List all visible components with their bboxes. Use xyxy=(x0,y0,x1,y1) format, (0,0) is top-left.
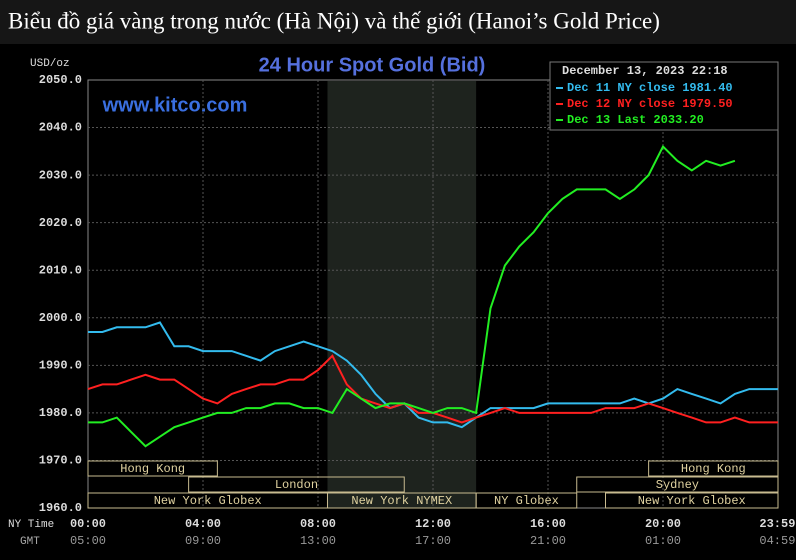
session-label: New York Globex xyxy=(154,494,262,508)
shaded-region xyxy=(327,81,477,508)
session-label: London xyxy=(275,478,318,492)
x-tick-label: 08:00 xyxy=(300,517,336,531)
y-axis-label: USD/oz xyxy=(30,58,70,70)
session-box xyxy=(87,460,218,477)
x-tick-label: 20:00 xyxy=(645,517,681,531)
x-row-label: NY Time xyxy=(8,519,54,531)
x-tick-label: 23:59 xyxy=(759,517,795,531)
x-row-label: GMT xyxy=(20,536,40,548)
gmt-tick-label: 17:00 xyxy=(415,534,451,548)
y-tick-label: 1990.0 xyxy=(39,359,82,373)
legend-label: Dec 12 NY close 1979.50 xyxy=(567,97,733,111)
series-line xyxy=(88,321,778,429)
gmt-tick-label: 13:00 xyxy=(300,534,336,548)
series-line xyxy=(88,144,736,448)
y-tick-label: 1970.0 xyxy=(39,454,82,468)
session-label: New York Globex xyxy=(638,494,746,508)
header-bar xyxy=(0,0,796,44)
gmt-tick-label: 05:00 xyxy=(70,534,106,548)
session-box xyxy=(475,492,578,509)
session-label: Sydney xyxy=(656,478,699,492)
session-box xyxy=(576,476,779,493)
y-tick-label: 2050.0 xyxy=(39,73,82,87)
gmt-tick-label: 09:00 xyxy=(185,534,221,548)
y-tick-label: 1980.0 xyxy=(39,406,82,420)
chart-title: 24 Hour Spot Gold (Bid) xyxy=(259,54,486,76)
session-label: Hong Kong xyxy=(681,462,746,476)
gmt-tick-label: 04:59 xyxy=(759,534,795,548)
legend-box xyxy=(549,61,779,131)
header-title: Biểu đồ giá vàng trong nước (Hà Nội) và … xyxy=(8,8,660,33)
x-tick-label: 04:00 xyxy=(185,517,221,531)
watermark: www.kitco.com xyxy=(102,94,248,116)
session-label: Hong Kong xyxy=(120,462,185,476)
legend-label: Dec 11 NY close 1981.40 xyxy=(567,81,733,95)
gmt-tick-label: 21:00 xyxy=(530,534,566,548)
x-tick-label: 12:00 xyxy=(415,517,451,531)
y-tick-label: 2030.0 xyxy=(39,168,82,182)
legend-label: Dec 13 Last 2033.20 xyxy=(567,113,704,127)
session-box xyxy=(648,460,779,477)
x-tick-label: 00:00 xyxy=(70,517,106,531)
y-tick-label: 2040.0 xyxy=(39,121,82,135)
timestamp: December 13, 2023 22:18 xyxy=(562,64,728,78)
session-label: NY Globex xyxy=(494,494,559,508)
x-tick-label: 16:00 xyxy=(530,517,566,531)
y-tick-label: 2010.0 xyxy=(39,263,82,277)
session-box xyxy=(605,492,779,509)
session-label: New York NYMEX xyxy=(351,494,452,508)
y-tick-label: 2000.0 xyxy=(39,311,82,325)
gmt-tick-label: 01:00 xyxy=(645,534,681,548)
y-tick-label: 1960.0 xyxy=(39,501,82,515)
y-tick-label: 2020.0 xyxy=(39,216,82,230)
session-box xyxy=(188,476,405,493)
